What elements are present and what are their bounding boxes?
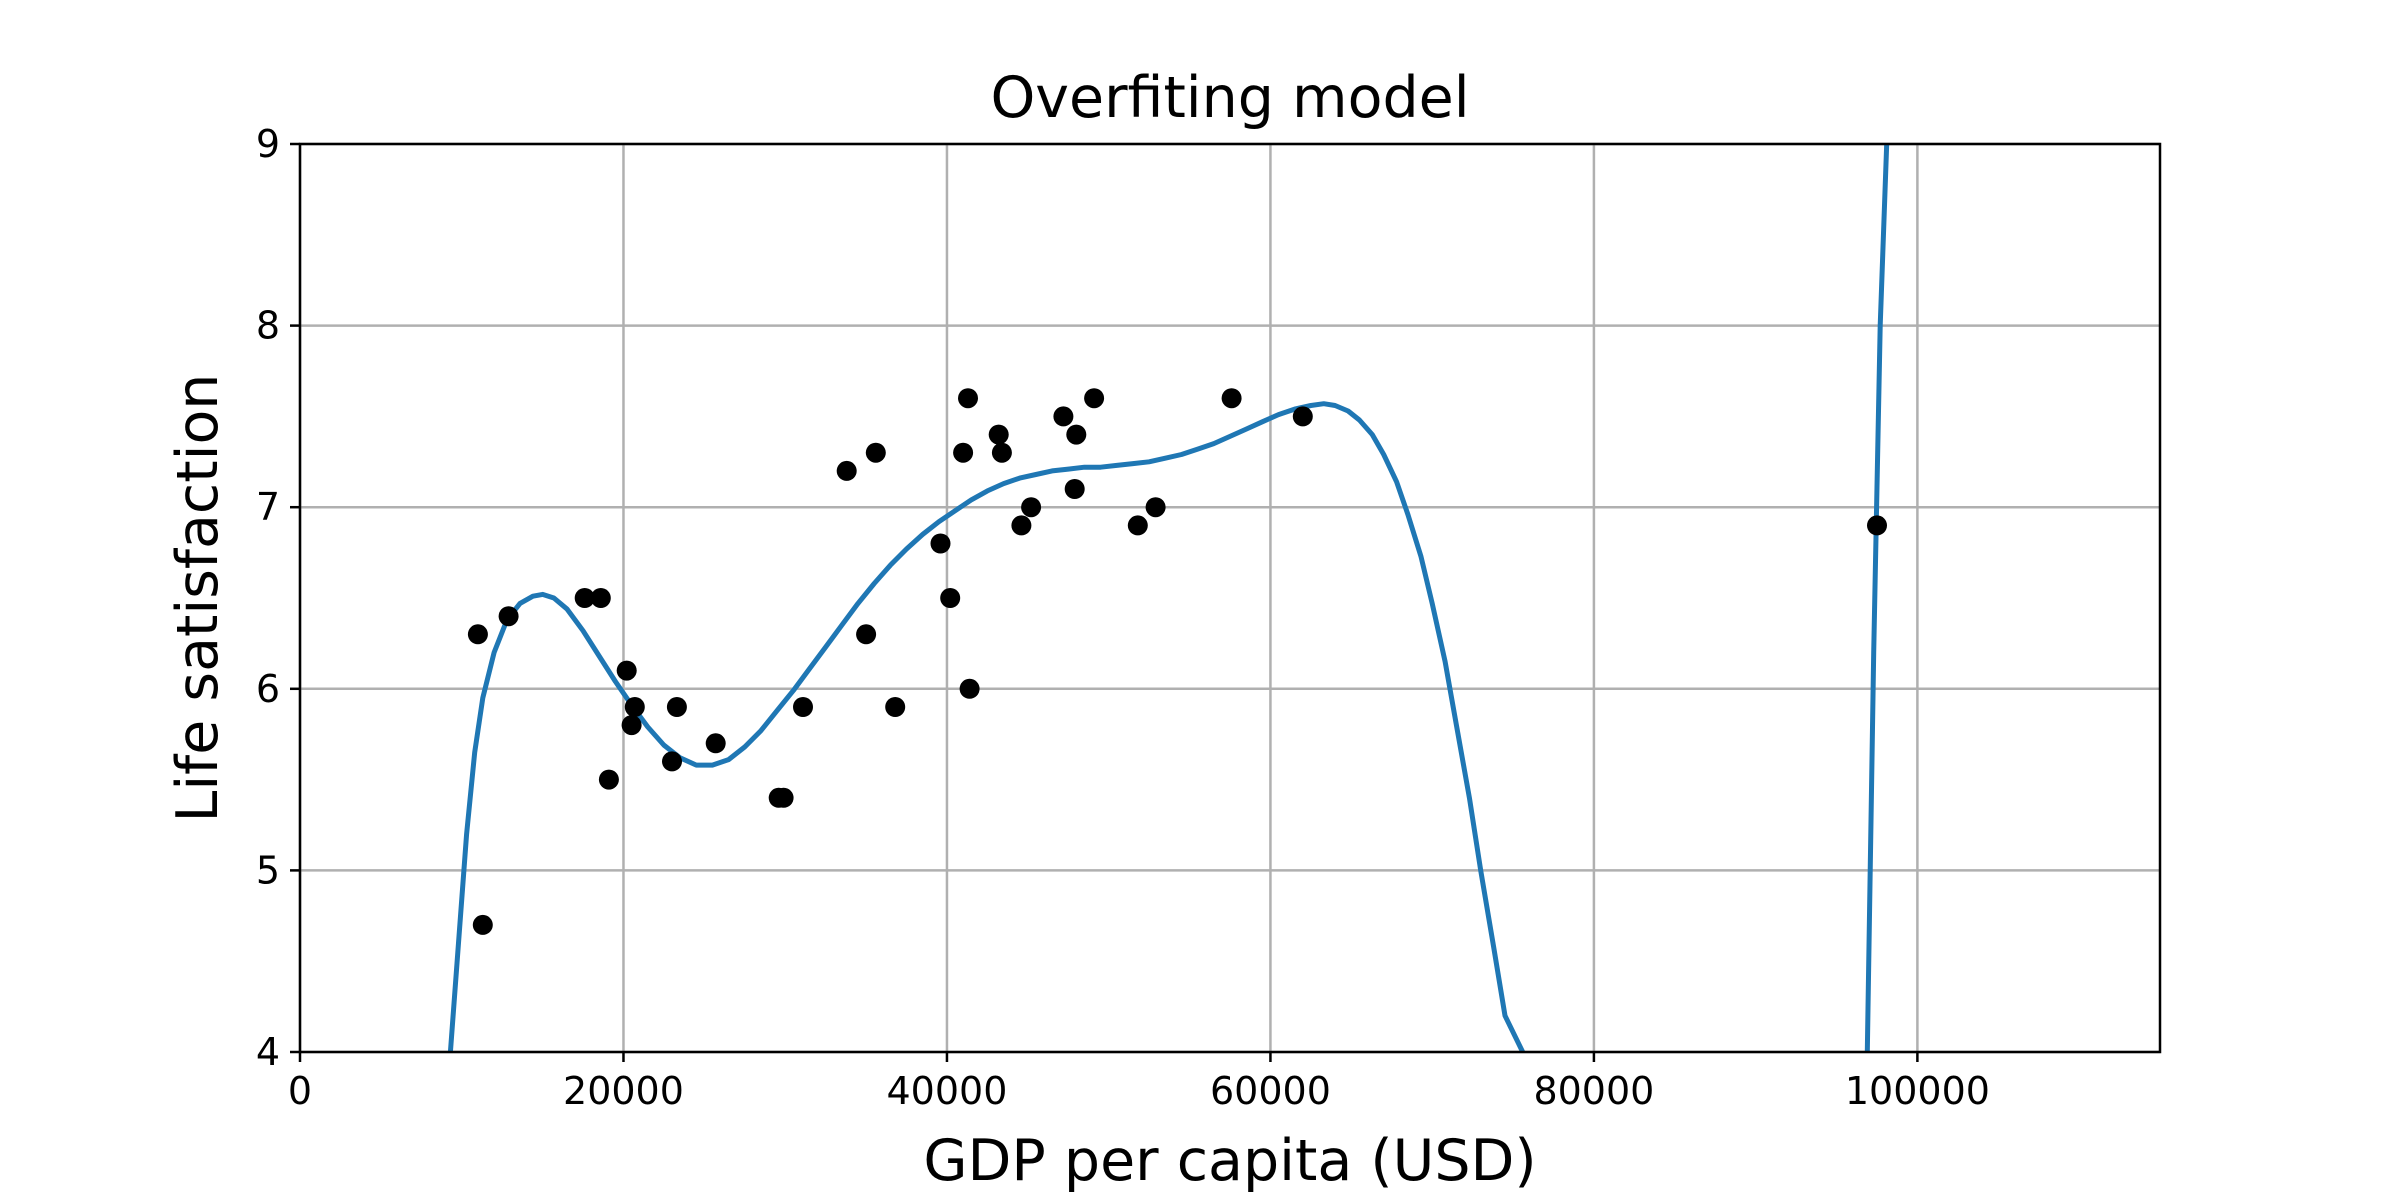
data-point-15: [836, 460, 857, 481]
data-point-22: [958, 388, 978, 409]
data-point-0: [467, 624, 488, 645]
data-point-11: [705, 733, 726, 754]
data-point-32: [1127, 515, 1148, 536]
model-curve-1: [1864, 144, 1890, 1052]
data-point-18: [885, 697, 906, 717]
data-point-21: [953, 442, 974, 463]
x-tick-label-2: 40000: [887, 1069, 1008, 1113]
data-point-19: [930, 533, 951, 554]
x-tick-label-4: 80000: [1533, 1069, 1654, 1113]
data-point-6: [616, 660, 637, 681]
data-point-14: [793, 697, 813, 717]
chart-title: Overfiting model: [990, 65, 1469, 131]
data-point-29: [1064, 479, 1085, 499]
y-tick-label-5: 9: [256, 122, 280, 166]
data-point-24: [988, 424, 1009, 445]
y-tick-label-4: 8: [256, 304, 280, 348]
x-tick-label-1: 20000: [563, 1069, 684, 1113]
data-point-2: [498, 606, 519, 627]
data-point-30: [1066, 424, 1087, 445]
y-tick-label-3: 7: [256, 485, 280, 529]
data-point-25: [991, 442, 1012, 463]
data-point-35: [1292, 406, 1313, 427]
data-point-28: [1053, 406, 1074, 427]
data-point-26: [1011, 515, 1032, 536]
data-point-27: [1021, 497, 1042, 518]
x-tick-label-5: 100000: [1845, 1069, 1990, 1113]
x-axis-ticks: 0 20000 40000 60000 80000 100000: [288, 1052, 1990, 1113]
data-point-8: [624, 697, 645, 717]
data-point-10: [666, 697, 687, 717]
data-point-33: [1145, 497, 1166, 518]
data-point-16: [856, 624, 877, 645]
data-point-23: [959, 678, 980, 699]
data-point-34: [1221, 388, 1242, 409]
data-point-7: [621, 715, 642, 736]
y-tick-label-1: 5: [256, 848, 280, 892]
scatter-points: [467, 388, 1887, 935]
y-axis-ticks: 4 5 6 7 8 9: [256, 122, 300, 1074]
data-point-36: [1867, 515, 1887, 536]
y-tick-label-0: 4: [256, 1030, 280, 1074]
data-point-9: [662, 751, 682, 772]
y-tick-label-2: 6: [256, 667, 280, 711]
data-point-31: [1084, 388, 1105, 409]
data-point-1: [472, 914, 493, 935]
plot-frame: [298, 142, 2162, 1054]
data-point-20: [940, 588, 961, 608]
data-point-13: [773, 787, 794, 808]
model-curve-0: [447, 401, 1525, 1052]
data-point-3: [574, 588, 595, 608]
y-axis-label: Life satisfaction: [165, 374, 231, 823]
x-tick-label-0: 0: [288, 1069, 312, 1113]
data-point-4: [590, 588, 611, 608]
x-axis-label: GDP per capita (USD): [923, 1128, 1536, 1194]
data-point-17: [865, 442, 886, 463]
x-tick-label-3: 60000: [1210, 1069, 1331, 1113]
curves: [447, 144, 1890, 1052]
data-point-5: [598, 769, 619, 790]
